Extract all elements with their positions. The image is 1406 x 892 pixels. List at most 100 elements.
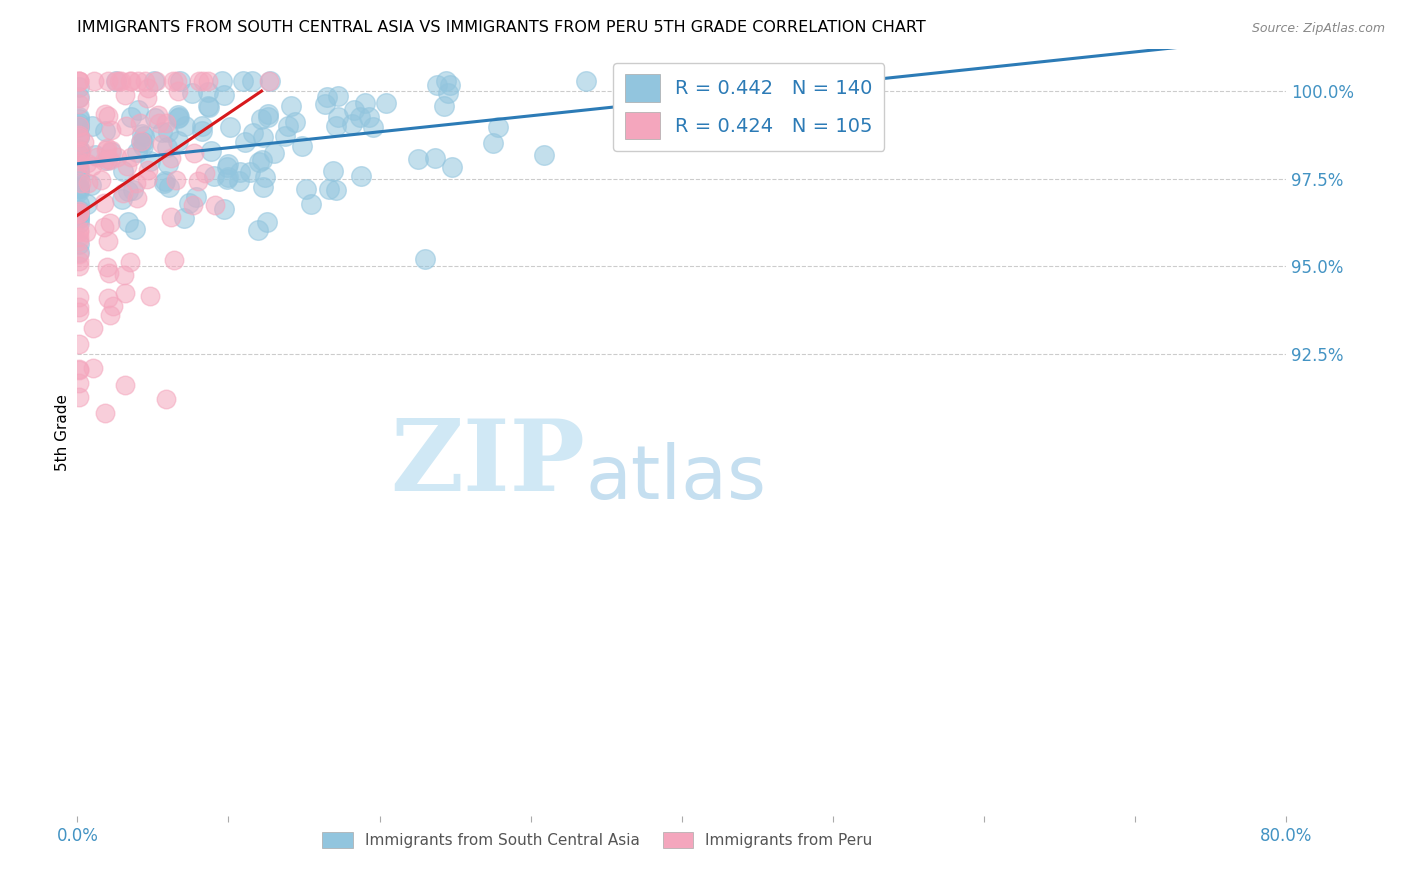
Point <box>100 143 122 157</box>
Point <box>204 198 226 212</box>
Point <box>127 103 149 117</box>
Point <box>100 145 122 160</box>
Point <box>187 174 209 188</box>
Point <box>76 176 98 190</box>
Point <box>67 211 90 225</box>
Point <box>340 118 363 132</box>
Point <box>295 182 318 196</box>
Point <box>247 155 270 169</box>
Point <box>274 129 297 144</box>
Point <box>67 120 90 134</box>
Point <box>101 299 124 313</box>
Point <box>232 73 254 87</box>
Point <box>533 147 555 161</box>
Point <box>441 161 464 175</box>
Point <box>135 172 157 186</box>
Point <box>136 81 159 95</box>
Point <box>67 212 90 227</box>
Point <box>177 196 200 211</box>
Point <box>217 170 239 185</box>
Point <box>97 235 120 249</box>
Point <box>70 176 93 190</box>
Point <box>131 128 153 142</box>
Point <box>96 143 118 157</box>
Point <box>194 166 217 180</box>
Point <box>67 301 90 315</box>
Point <box>76 155 98 169</box>
Point <box>120 73 142 87</box>
Point <box>120 150 142 164</box>
Point <box>93 196 115 211</box>
Point <box>67 164 90 178</box>
Point <box>163 253 186 268</box>
Point <box>110 73 132 87</box>
Point <box>198 100 221 114</box>
Point <box>439 78 461 92</box>
Point <box>157 157 180 171</box>
Point <box>432 99 454 113</box>
Point <box>114 88 136 103</box>
Point <box>67 116 90 130</box>
Point <box>197 85 219 99</box>
Point <box>118 73 141 87</box>
Point <box>167 85 190 99</box>
Point <box>93 220 115 235</box>
Point <box>166 73 188 87</box>
Point <box>155 116 177 130</box>
Point <box>67 111 90 125</box>
Point <box>229 165 252 179</box>
Point <box>322 163 344 178</box>
Text: IMMIGRANTS FROM SOUTH CENTRAL ASIA VS IMMIGRANTS FROM PERU 5TH GRADE CORRELATION: IMMIGRANTS FROM SOUTH CENTRAL ASIA VS IM… <box>77 21 927 36</box>
Point <box>120 110 142 124</box>
Point <box>67 363 90 377</box>
Point <box>97 291 120 305</box>
Point <box>259 73 281 87</box>
Point <box>93 154 115 169</box>
Point <box>127 145 149 160</box>
Point <box>127 73 149 87</box>
Point <box>67 180 90 194</box>
Point <box>436 87 458 101</box>
Point <box>82 321 104 335</box>
Point <box>124 222 146 236</box>
Point <box>70 145 93 159</box>
Point <box>291 138 314 153</box>
Point <box>257 73 280 87</box>
Point <box>284 115 307 129</box>
Point <box>200 144 222 158</box>
Point <box>184 190 207 204</box>
Text: atlas: atlas <box>585 442 766 516</box>
Point <box>105 150 128 164</box>
Point <box>67 171 90 186</box>
Point <box>197 73 219 87</box>
Point <box>233 135 256 149</box>
Point <box>67 148 90 162</box>
Point <box>67 73 90 87</box>
Point <box>112 268 135 283</box>
Point <box>67 153 90 168</box>
Point <box>211 73 233 87</box>
Point <box>143 73 166 87</box>
Point <box>114 286 136 301</box>
Point <box>252 153 274 167</box>
Point <box>93 124 115 138</box>
Point <box>239 165 262 179</box>
Point <box>155 392 177 407</box>
Point <box>114 120 136 134</box>
Point <box>145 73 167 87</box>
Point <box>67 235 90 249</box>
Point <box>134 73 156 87</box>
Point <box>111 164 134 178</box>
Point <box>94 406 117 420</box>
Point <box>82 360 104 375</box>
Point <box>326 110 349 124</box>
Point <box>188 73 211 87</box>
Point <box>67 245 90 260</box>
Point <box>167 111 190 125</box>
Point <box>132 135 155 149</box>
Point <box>217 157 239 171</box>
Point <box>67 130 90 145</box>
Point <box>67 128 90 143</box>
Point <box>67 157 90 171</box>
Point <box>112 186 135 201</box>
